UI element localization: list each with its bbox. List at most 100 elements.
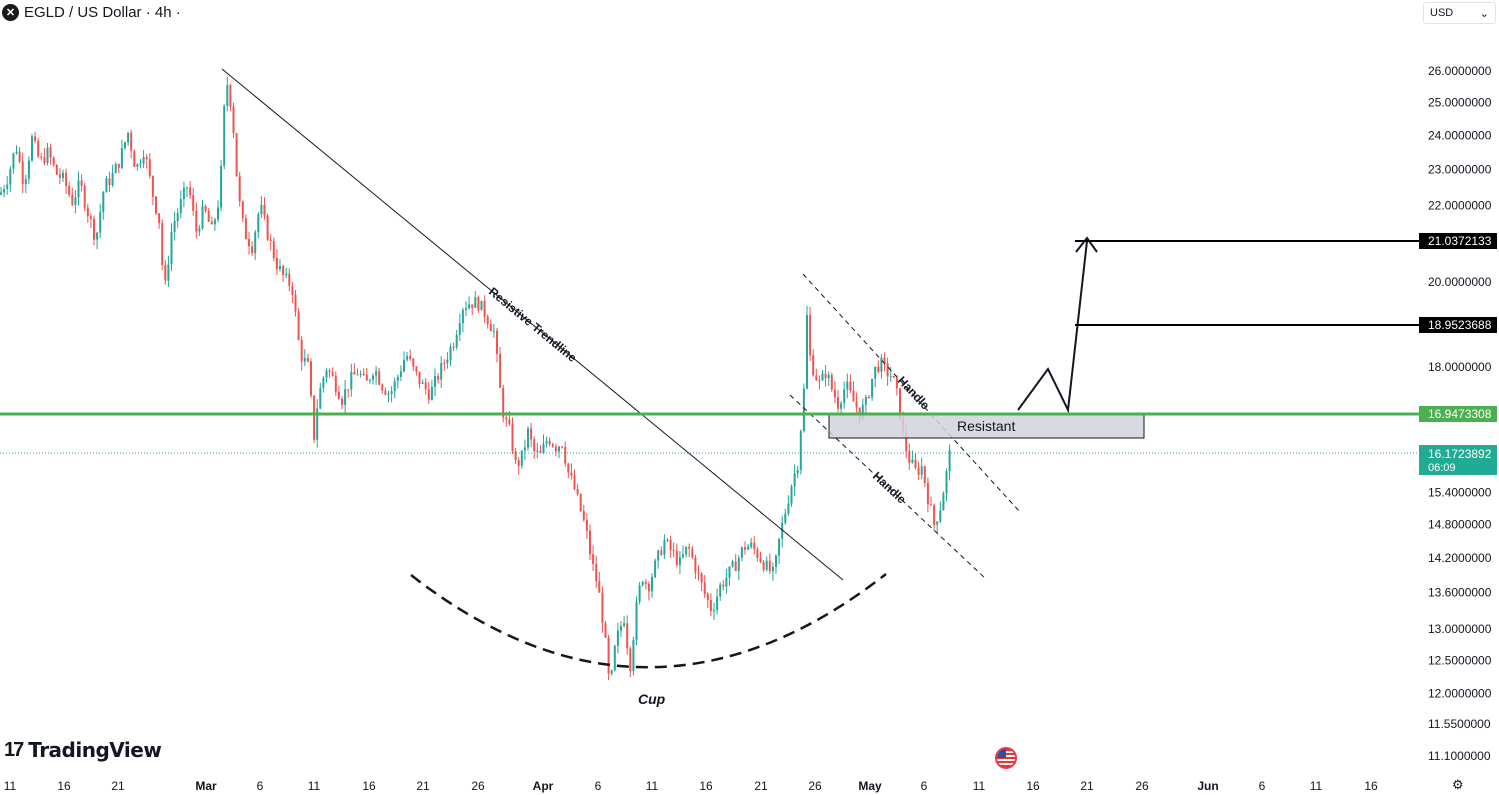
- candle-body: [756, 549, 759, 558]
- candle-body: [446, 359, 449, 364]
- candle-body: [145, 157, 148, 160]
- candle-body: [914, 459, 917, 468]
- candle-body: [886, 363, 889, 377]
- candle-body: [396, 376, 399, 381]
- text-annotations: Resistive Trendline Handle Handle Resist…: [486, 285, 1015, 707]
- candle-body: [173, 220, 176, 232]
- candle-body: [691, 548, 694, 558]
- candle-body: [12, 153, 15, 169]
- us-flag-icon[interactable]: [995, 747, 1017, 769]
- candle-body: [89, 216, 92, 219]
- tradingview-logo[interactable]: 17 TradingView: [4, 738, 162, 762]
- candle-body: [220, 165, 223, 208]
- candle-body: [747, 546, 750, 550]
- horizontal-levels: [0, 240, 1419, 454]
- currency-selector[interactable]: USD ⌄: [1423, 2, 1496, 24]
- x-tick-label: 11: [973, 779, 986, 793]
- x-tick-label: 16: [699, 779, 713, 793]
- settings-gear-icon[interactable]: ⚙: [1452, 777, 1464, 792]
- candle-body: [251, 246, 254, 254]
- candle-body: [576, 488, 579, 494]
- candle-body: [744, 547, 746, 550]
- candle-body: [331, 371, 334, 376]
- candle-body: [604, 623, 607, 638]
- handle-label-lower: Handle: [870, 469, 909, 507]
- candle-body: [703, 582, 706, 595]
- candle-body: [77, 180, 80, 198]
- candle-body: [229, 85, 232, 107]
- candle-body: [527, 428, 529, 448]
- candle-body: [923, 466, 926, 484]
- candle-body: [427, 389, 430, 400]
- candle-body: [533, 439, 536, 452]
- candle-body: [492, 330, 495, 332]
- candle-body: [852, 390, 855, 402]
- current-price-value: 16.1723892: [1428, 447, 1492, 461]
- candle-body: [325, 370, 328, 378]
- candle-body: [849, 381, 852, 391]
- candle-body: [768, 560, 771, 572]
- candle-body: [244, 218, 247, 240]
- candle-body: [889, 376, 892, 378]
- x-tick-label: 6: [595, 779, 602, 793]
- candle-body: [520, 450, 523, 466]
- y-tick-label: 18.0000000: [1428, 360, 1492, 374]
- candle-body: [461, 309, 464, 324]
- price-scale[interactable]: [1419, 0, 1499, 770]
- candle-body: [502, 387, 505, 418]
- candle-body: [368, 379, 371, 381]
- candle-body: [489, 324, 492, 332]
- candle-body: [319, 387, 322, 409]
- candle-body: [936, 521, 939, 525]
- x-icon[interactable]: ✕: [2, 3, 19, 21]
- candle-body: [136, 164, 139, 167]
- candle-body: [551, 444, 554, 447]
- candle-body: [861, 404, 864, 419]
- tradingview-wordmark: TradingView: [28, 738, 162, 762]
- candle-body: [530, 428, 533, 440]
- x-tick-label: 21: [416, 779, 430, 793]
- y-tick-label: 22.0000000: [1428, 198, 1492, 212]
- candle-body: [151, 176, 154, 197]
- candle-body: [412, 358, 415, 367]
- candle-body: [465, 308, 467, 310]
- candle-body: [356, 374, 359, 376]
- candle-body: [759, 557, 762, 563]
- candle-body: [843, 389, 846, 404]
- x-tick-label: 21: [1080, 779, 1094, 793]
- candle-body: [322, 377, 325, 388]
- chevron-down-icon: ⌄: [1479, 7, 1489, 20]
- candle-body: [130, 132, 133, 151]
- candle-body: [155, 196, 157, 214]
- candle-body: [561, 446, 564, 448]
- candle-body: [787, 503, 790, 514]
- x-tick-label: 6: [1259, 779, 1266, 793]
- candle-body: [375, 371, 378, 376]
- currency-value: USD: [1430, 7, 1454, 19]
- candle-body: [43, 157, 46, 164]
- chart-title[interactable]: EGLD / US Dollar · 4h ·: [24, 3, 181, 21]
- candle-body: [697, 572, 700, 574]
- candle-body: [74, 197, 77, 205]
- candle-body: [517, 460, 520, 466]
- y-tick-label: 23.0000000: [1428, 163, 1492, 177]
- candle-body: [235, 133, 238, 177]
- candle-body: [818, 380, 821, 382]
- candle-body: [127, 132, 130, 143]
- candle-body: [545, 440, 548, 444]
- candle-body: [892, 376, 895, 378]
- candle-body: [585, 519, 588, 531]
- candle-body: [117, 163, 120, 168]
- candle-body: [449, 346, 452, 360]
- level-label: 21.0372133: [1428, 234, 1492, 248]
- candle-body: [734, 561, 737, 571]
- y-tick-label: 25.0000000: [1428, 96, 1492, 110]
- candle-body: [133, 150, 136, 167]
- x-tick-label: 11: [646, 779, 659, 793]
- candle-body: [784, 513, 787, 523]
- candle-body: [248, 239, 250, 247]
- candle-body: [204, 206, 207, 211]
- level-label-bg: [1419, 233, 1497, 249]
- candle-body: [241, 201, 244, 219]
